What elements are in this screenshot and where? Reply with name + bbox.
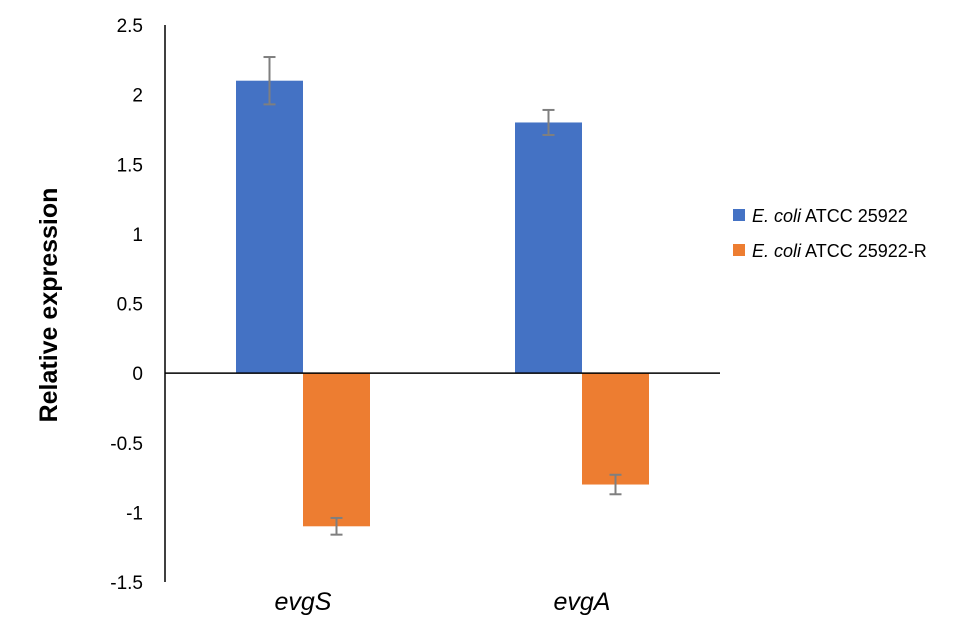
legend-swatch-1 xyxy=(733,209,745,221)
category-label-evgA: evgA xyxy=(554,588,611,616)
y-tick-label: 0.5 xyxy=(117,295,143,316)
y-tick-label: -0.5 xyxy=(110,434,143,455)
y-axis-label: Relative expression xyxy=(35,188,63,423)
error-bars xyxy=(263,56,622,536)
bar-evgS-series-2 xyxy=(303,373,370,527)
bar-evgA-series-1 xyxy=(515,122,582,374)
y-tick-label: 2 xyxy=(132,86,143,107)
y-tick-labels: 2.5 2 1.5 1 0.5 0 -0.5 -1 -1.5 xyxy=(110,16,143,594)
y-tick-label: 1.5 xyxy=(117,155,143,176)
y-tick-label: 2.5 xyxy=(117,16,143,37)
y-tick-label: 0 xyxy=(132,364,143,385)
error-bar-evgA-series-2 xyxy=(609,473,622,496)
error-bar-evgS-series-1 xyxy=(263,56,276,106)
y-tick-label: -1 xyxy=(126,503,143,524)
legend: E. coli ATCC 25922 E. coli ATCC 25922-R xyxy=(733,206,927,261)
bar-evgS-series-1 xyxy=(236,80,303,374)
legend-label-1: E. coli ATCC 25922 xyxy=(752,206,908,226)
y-tick-label: 1 xyxy=(132,225,143,246)
category-labels: evgS evgA xyxy=(275,588,611,616)
error-bar-evgA-series-1 xyxy=(542,108,555,137)
bar-evgA-series-2 xyxy=(582,373,649,485)
legend-swatch-2 xyxy=(733,244,745,256)
error-bar-evgS-series-2 xyxy=(330,516,343,536)
y-tick-label: -1.5 xyxy=(110,573,143,594)
bars xyxy=(236,80,649,527)
category-label-evgS: evgS xyxy=(275,588,332,616)
legend-label-2: E. coli ATCC 25922-R xyxy=(752,241,927,261)
